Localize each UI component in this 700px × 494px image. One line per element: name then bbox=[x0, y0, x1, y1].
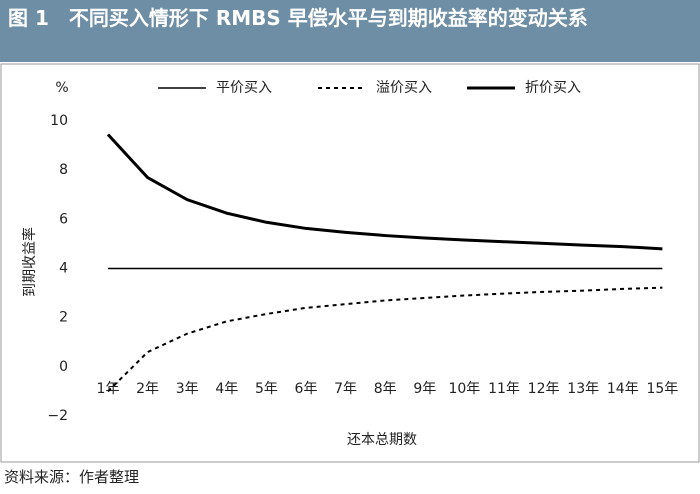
y-tick-label: 0 bbox=[59, 359, 68, 375]
y-tick-label: 4 bbox=[59, 261, 68, 277]
x-tick-label: 3年 bbox=[176, 381, 199, 397]
y-tick-label: 2 bbox=[59, 310, 68, 326]
y-tick-label: 6 bbox=[59, 211, 68, 227]
x-tick-label: 14年 bbox=[607, 381, 639, 397]
x-tick-label: 4年 bbox=[215, 381, 238, 397]
chart-frame bbox=[0, 63, 700, 463]
x-tick-label: 7年 bbox=[334, 381, 357, 397]
y-tick-label: 10 bbox=[50, 113, 68, 129]
x-tick-label: 15年 bbox=[646, 381, 678, 397]
x-tick-label: 9年 bbox=[413, 381, 436, 397]
x-tick-label: 12年 bbox=[528, 381, 560, 397]
x-tick-label: 10年 bbox=[448, 381, 480, 397]
series-line bbox=[106, 133, 663, 251]
x-tick-label: 8年 bbox=[374, 381, 397, 397]
legend-label: 折价买入 bbox=[525, 80, 581, 96]
y-axis-title: 到期收益率 bbox=[21, 227, 38, 297]
y-unit: % bbox=[55, 80, 68, 96]
y-tick-label: −2 bbox=[47, 408, 68, 424]
x-tick-label: 13年 bbox=[567, 381, 599, 397]
y-tick-label: 8 bbox=[59, 162, 68, 178]
x-tick-label: 11年 bbox=[488, 381, 520, 397]
source-note: 资料来源：作者整理 bbox=[4, 468, 140, 486]
x-tick-label: 5年 bbox=[255, 381, 278, 397]
legend-label: 溢价买入 bbox=[376, 80, 432, 96]
x-axis-title: 还本总期数 bbox=[347, 432, 417, 448]
x-tick-label: 6年 bbox=[295, 381, 318, 397]
series-line bbox=[107, 286, 663, 393]
x-tick-label: 2年 bbox=[136, 381, 159, 397]
chart-title: 图 1 不同买入情形下 RMBS 早偿水平与到期收益率的变动关系 bbox=[0, 0, 700, 62]
legend-label: 平价买入 bbox=[216, 80, 272, 96]
